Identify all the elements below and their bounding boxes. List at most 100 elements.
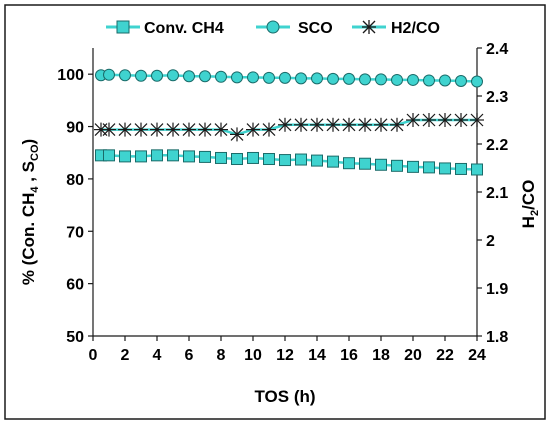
- x-axis-title: TOS (h): [254, 387, 315, 406]
- x-tick-label: 20: [404, 347, 422, 364]
- series-layer: [94, 68, 484, 176]
- data-point: [215, 151, 227, 164]
- x-tick-label: 4: [153, 347, 162, 364]
- y-right-ticks: 1.8 1.9 2 2.1 2.2 2.3 2.4: [477, 41, 508, 346]
- data-point: [455, 162, 467, 175]
- data-point: [279, 154, 291, 167]
- legend-item-h2co: H2/CO: [352, 20, 440, 37]
- data-point: [150, 122, 164, 137]
- legend-item-sco: SCO: [256, 20, 333, 37]
- y-right-tick-label: 2.1: [486, 185, 508, 202]
- y-axis-right-title-rest: /CO: [519, 180, 538, 210]
- data-point: [119, 150, 131, 163]
- data-point: [279, 71, 291, 84]
- y-right-tick-label: 2.2: [486, 137, 508, 154]
- data-point: [198, 122, 212, 137]
- y-axis-left-title-sub-co: CO: [29, 144, 41, 161]
- y-right-tick-label: 2.3: [486, 89, 508, 106]
- x-tick-label: 8: [217, 347, 226, 364]
- y-axis-right-title: H2/CO: [519, 180, 541, 229]
- x-ticks: 0 2 4 6 8 10 12 14 16 18 20 22 24: [89, 336, 486, 364]
- data-point: [359, 157, 371, 170]
- data-point: [374, 117, 388, 132]
- data-point: [310, 117, 324, 132]
- data-point: [327, 72, 339, 85]
- x-tick-label: 10: [244, 347, 262, 364]
- y-left-tick-label: 100: [57, 67, 84, 84]
- legend-item-conv-ch4: Conv. CH4: [106, 20, 224, 37]
- data-point: [119, 69, 131, 82]
- data-point: [183, 150, 195, 163]
- data-point: [246, 122, 260, 137]
- series-star: [94, 113, 484, 142]
- data-point: [390, 117, 404, 132]
- data-point: [215, 70, 227, 83]
- data-point: [167, 149, 179, 162]
- y-left-tick-label: 60: [66, 277, 84, 294]
- data-point: [439, 162, 451, 175]
- data-point: [118, 122, 132, 137]
- data-point: [471, 163, 483, 176]
- y-axis-left-title: % (Con. CH4 , SCO): [19, 139, 41, 285]
- legend: Conv. CH4 SCO H2/CO: [106, 20, 440, 37]
- data-point: [214, 122, 228, 137]
- data-point: [358, 117, 372, 132]
- data-point: [134, 122, 148, 137]
- data-point: [135, 69, 147, 82]
- data-point: [231, 71, 243, 84]
- data-point: [343, 157, 355, 170]
- series-square: [95, 149, 483, 176]
- data-point: [343, 72, 355, 85]
- y-axis-left-title-sep: , S: [19, 161, 38, 187]
- legend-marker-square: [116, 20, 130, 34]
- x-tick-label: 6: [185, 347, 194, 364]
- data-point: [454, 113, 468, 127]
- y-right-tick-label: 1.8: [486, 329, 508, 346]
- y-axis-left-title-sub-4: 4: [29, 186, 41, 193]
- data-point: [231, 153, 243, 166]
- y-axis-right-title-sub-2: 2: [529, 210, 541, 216]
- data-point: [151, 149, 163, 162]
- data-point: [230, 127, 244, 142]
- y-left-ticks: 50 60 70 80 90 100: [57, 67, 93, 346]
- legend-label-sco: SCO: [298, 20, 333, 37]
- x-tick-label: 0: [89, 347, 98, 364]
- data-point: [263, 71, 275, 84]
- data-point: [103, 149, 115, 162]
- data-point: [391, 73, 403, 86]
- y-right-tick-label: 1.9: [486, 281, 508, 298]
- data-point: [311, 72, 323, 85]
- data-point: [135, 150, 147, 163]
- data-point: [375, 158, 387, 171]
- data-point: [262, 122, 276, 137]
- x-tick-label: 18: [372, 347, 390, 364]
- data-point: [327, 155, 339, 168]
- data-point: [391, 159, 403, 172]
- data-point: [247, 151, 259, 164]
- data-point: [199, 70, 211, 83]
- y-right-tick-label: 2: [486, 233, 495, 250]
- data-point: [407, 73, 419, 86]
- data-point: [199, 150, 211, 163]
- legend-label-h2co: H2/CO: [391, 20, 440, 37]
- data-point: [263, 153, 275, 166]
- chart-frame: [4, 4, 546, 420]
- legend-marker-star: [362, 20, 376, 34]
- data-point: [151, 69, 163, 82]
- data-point: [311, 154, 323, 167]
- x-tick-label: 16: [340, 347, 358, 364]
- x-tick-label: 22: [436, 347, 454, 364]
- series-circle: [95, 68, 483, 88]
- data-point: [342, 117, 356, 132]
- data-point: [470, 113, 484, 127]
- data-point: [183, 70, 195, 83]
- x-tick-label: 24: [468, 347, 486, 364]
- data-point: [166, 122, 180, 137]
- legend-marker-circle: [266, 20, 280, 34]
- data-point: [247, 71, 259, 84]
- y-left-tick-label: 80: [66, 172, 84, 189]
- data-point: [407, 160, 419, 173]
- data-point: [278, 117, 292, 132]
